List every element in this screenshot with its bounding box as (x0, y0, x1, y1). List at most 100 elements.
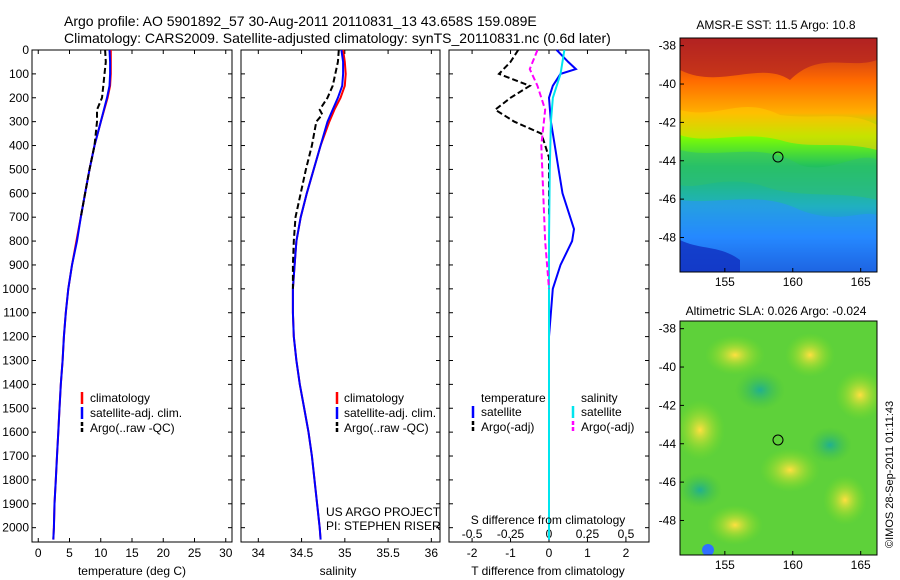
depth-tick-label: 400 (9, 139, 29, 153)
depth-tick-label: 300 (9, 115, 29, 129)
sst-map-title: AMSR-E SST: 11.5 Argo: 10.8 (696, 18, 856, 32)
s-tick-label: 0.5 (618, 527, 635, 541)
map-x-tick-label: 160 (783, 558, 803, 572)
depth-tick-label: 500 (9, 162, 29, 176)
depth-tick-label: 900 (9, 258, 29, 272)
temperature-xlabel: temperature (deg C) (78, 564, 186, 578)
depth-tick-label: 1400 (2, 377, 29, 391)
legend-t-satellite: satellite (481, 405, 522, 419)
difference-legend: temperature satellite Argo(-adj) salinit… (471, 391, 634, 434)
map-y-tick-label: -42 (659, 115, 677, 129)
salinity-legend: climatology satellite-adj. clim. Argo(..… (335, 391, 436, 435)
x-tick-label: 2 (623, 546, 630, 560)
map-y-tick-label: -44 (659, 437, 677, 451)
salinity-ticks: 34 34.5 35 35.5 36 (252, 50, 439, 560)
sla-heatmap (680, 321, 877, 555)
difference-ticks: -2 -1 0 1 2-0.5 -0.25 0 0.25 0.5 (462, 50, 635, 560)
x-tick-label: -1 (505, 546, 516, 560)
x-tick-label: 15 (125, 546, 139, 560)
sst-argo-marker (772, 151, 784, 163)
series-line-climatology (291, 49, 347, 540)
map-y-tick-label: -44 (659, 154, 677, 168)
project-label: US ARGO PROJECT (326, 505, 441, 519)
legend-argo: Argo(..raw -QC) (344, 421, 429, 435)
depth-tick-label: 1900 (2, 497, 29, 511)
series-line-argo--adj- (493, 49, 550, 218)
salinity-axes (240, 49, 441, 543)
map-y-tick-label: -40 (659, 360, 677, 374)
s-tick-label: -0.5 (462, 527, 483, 541)
salinity-profiles (291, 49, 347, 540)
depth-tick-label: 0 (22, 43, 29, 57)
x-tick-label: 0 (546, 546, 553, 560)
x-tick-label: 36 (425, 546, 439, 560)
temperature-ticks: 0 5 10 15 20 25 30 (35, 50, 233, 560)
legend-s-argo: Argo(-adj) (581, 420, 634, 434)
map-y-tick-label: -40 (659, 77, 677, 91)
map-x-tick-label: 165 (851, 275, 871, 289)
map-x-tick-label: 165 (851, 558, 871, 572)
legend-temperature-header: temperature (481, 391, 546, 405)
legend-salinity-header: salinity (581, 391, 618, 405)
series-line-climatology (52, 50, 112, 540)
sst-map-ticks: 155 160 165 -38 -40 -42 -44 -46 -48 (659, 39, 871, 289)
legend-satellite: satellite-adj. clim. (90, 406, 182, 420)
map-y-tick-label: -38 (659, 39, 677, 53)
s-tick-label: 0.25 (576, 527, 600, 541)
map-y-tick-label: -48 (659, 230, 677, 244)
map-y-tick-label: -46 (659, 192, 677, 206)
map-y-tick-label: -38 (659, 322, 677, 336)
x-tick-label: 10 (94, 546, 108, 560)
depth-tick-label: 100 (9, 67, 29, 81)
x-tick-label: 0 (35, 546, 42, 560)
difference-profiles (493, 49, 578, 540)
difference-xlabel-top: S difference from climatology (471, 513, 626, 527)
map-x-tick-label: 160 (783, 275, 803, 289)
sla-argo-marker (772, 434, 784, 446)
series-line-sal-argo (528, 49, 550, 289)
legend-climatology: climatology (344, 391, 404, 405)
depth-tick-label: 200 (9, 91, 29, 105)
series-line-argo---raw--qc- (79, 49, 107, 218)
sst-map-frame (679, 37, 878, 273)
map-y-tick-label: -42 (659, 398, 677, 412)
series-line-satellite-adj--clim- (52, 49, 112, 540)
map-x-tick-label: 155 (715, 275, 735, 289)
x-tick-label: 35 (338, 546, 352, 560)
temperature-profiles (52, 49, 112, 540)
series-line-argo---raw--qc- (291, 49, 340, 289)
x-tick-label: 25 (188, 546, 202, 560)
header-line1: Argo profile: AO 5901892_57 30-Aug-2011 … (64, 13, 537, 29)
depth-tick-label: 2000 (2, 521, 29, 535)
depth-tick-label: 600 (9, 186, 29, 200)
x-tick-label: 30 (219, 546, 233, 560)
x-tick-label: -2 (467, 546, 478, 560)
temperature-legend: climatology satellite-adj. clim. Argo(..… (80, 391, 182, 435)
series-line-satellite (547, 49, 578, 540)
x-tick-label: 34.5 (290, 546, 314, 560)
s-tick-label: -0.25 (497, 527, 525, 541)
map-y-tick-label: -46 (659, 475, 677, 489)
temperature-axes (31, 49, 233, 543)
map-y-tick-label: -48 (659, 513, 677, 527)
legend-satellite: satellite-adj. clim. (344, 406, 436, 420)
depth-tick-label: 1100 (3, 306, 29, 320)
x-tick-label: 35.5 (376, 546, 400, 560)
depth-tick-label: 1200 (2, 330, 29, 344)
legend-s-satellite: satellite (581, 405, 622, 419)
x-tick-label: 34 (252, 546, 266, 560)
salinity-xlabel: salinity (320, 564, 357, 578)
series-line-satellite-adj--clim- (291, 49, 345, 540)
depth-tick-label: 1700 (2, 449, 29, 463)
sla-map-frame (679, 320, 878, 556)
depth-axis-ticks: 0 100 200 300 400 500 600 700 800 900 1000 1100 1200… (2, 43, 649, 535)
legend-argo: Argo(..raw -QC) (90, 421, 175, 435)
x-tick-label: 20 (157, 546, 171, 560)
depth-tick-label: 1800 (2, 473, 29, 487)
depth-tick-label: 1300 (2, 353, 29, 367)
depth-tick-label: 1600 (2, 425, 29, 439)
difference-xlabel: T difference from climatology (471, 564, 625, 578)
imos-stamp: ©IMOS 28-Sep-2011 01:11:43 (884, 401, 896, 548)
x-tick-label: 1 (584, 546, 591, 560)
